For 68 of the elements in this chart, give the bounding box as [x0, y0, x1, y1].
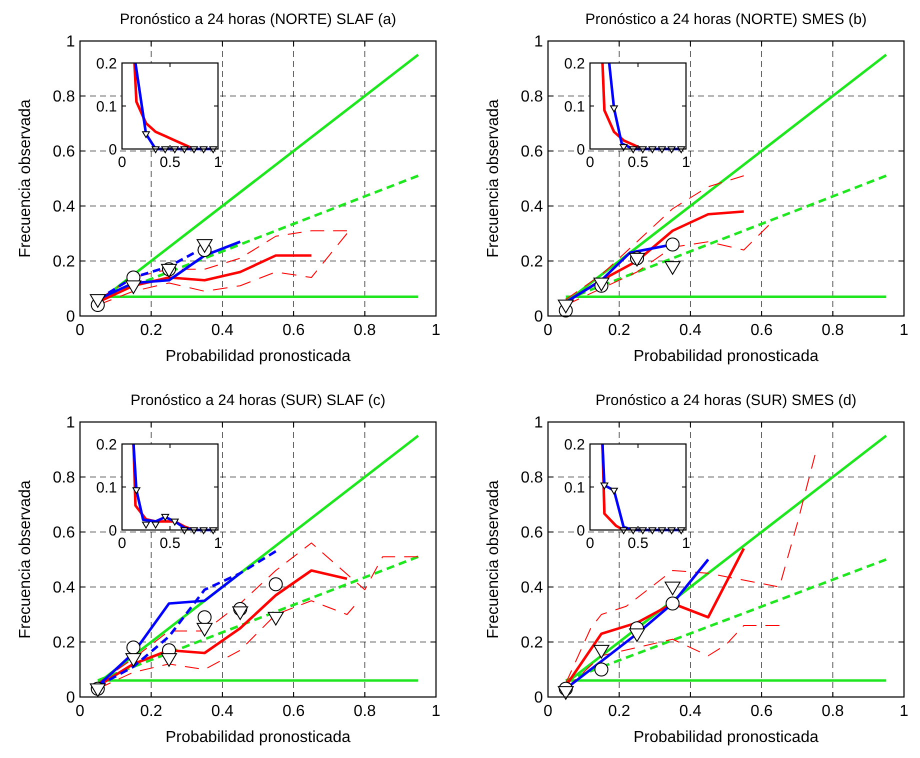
y-tick-label: 0	[534, 690, 544, 707]
y-tick-label: 0.2	[520, 634, 544, 652]
y-tick-label: 0.2	[52, 634, 76, 652]
x-tick-label: 1	[432, 703, 441, 720]
x-tick-label: 1	[900, 703, 909, 720]
y-tick-label: 1	[66, 34, 76, 51]
y-tick-label: 0.2	[564, 436, 585, 454]
x-tick-label: 0.6	[282, 322, 305, 339]
x-tick-label: 0.5	[628, 535, 648, 552]
x-tick-label: 1	[682, 535, 690, 552]
x-tick-label: 0.2	[608, 322, 630, 339]
x-tick-label: 0.6	[750, 703, 773, 720]
x-tick-label: 0.8	[354, 322, 376, 339]
y-tick-label: 0.1	[96, 479, 117, 496]
y-tick-label: 0.2	[96, 55, 117, 72]
x-tick-label: 0.8	[822, 322, 844, 339]
x-tick-label: 1	[900, 322, 909, 339]
y-tick-label: 0.1	[564, 98, 585, 116]
y-tick-label: 0.4	[520, 198, 544, 216]
x-axis-title: Probabilidad pronosticada	[633, 729, 819, 746]
x-tick-label: 0.4	[679, 703, 702, 720]
y-axis-title: Frecuencia observada	[17, 480, 34, 639]
x-tick-label: 1	[214, 154, 222, 171]
y-tick-label: 0.8	[520, 470, 544, 487]
y-tick-label: 0.4	[520, 580, 544, 597]
x-axis-title: Probabilidad pronosticada	[165, 729, 351, 746]
x-tick-label: 0.4	[211, 322, 234, 339]
x-tick-label: 0.2	[140, 322, 162, 339]
x-tick-label: 0.8	[354, 703, 376, 720]
y-tick-label: 0.4	[52, 198, 76, 216]
x-tick-label: 0.6	[750, 322, 773, 339]
x-tick-label: 1	[214, 535, 222, 552]
y-tick-label: 1	[534, 34, 544, 51]
y-tick-label: 0.8	[52, 88, 76, 106]
y-tick-label: 0.1	[96, 98, 117, 116]
x-tick-label: 0.4	[211, 703, 234, 720]
chart-title: Pronóstico a 24 horas (SUR) SLAF (c)	[130, 392, 386, 409]
y-tick-label: 1	[66, 414, 76, 432]
y-tick-label: 0.8	[52, 470, 76, 487]
chart-title: Pronóstico a 24 horas (NORTE) SMES (b)	[585, 11, 867, 28]
y-axis-title: Frecuencia observada	[17, 99, 34, 258]
y-tick-label: 0.2	[564, 55, 585, 72]
x-tick-label: 0.5	[628, 154, 648, 171]
x-tick-label: 0.8	[822, 703, 844, 720]
y-tick-label: 0.2	[52, 254, 76, 271]
y-axis-title: Frecuencia observada	[485, 480, 502, 639]
x-tick-label: 0.4	[679, 322, 702, 339]
x-tick-label: 0.5	[160, 535, 180, 552]
x-tick-label: 0.2	[608, 703, 630, 720]
x-tick-label: 1	[682, 154, 690, 171]
chart-title: Pronóstico a 24 horas (NORTE) SLAF (a)	[120, 11, 396, 28]
y-tick-label: 0	[534, 308, 544, 326]
y-tick-label: 0.8	[520, 88, 544, 106]
y-tick-label: 1	[534, 414, 544, 432]
x-tick-label: 0.5	[160, 154, 180, 171]
x-tick-label: 0.6	[282, 703, 305, 720]
x-tick-label: 1	[432, 322, 441, 339]
y-axis-title: Frecuencia observada	[485, 99, 502, 258]
y-tick-label: 0	[66, 308, 76, 326]
y-tick-label: 0.1	[564, 479, 585, 496]
y-tick-label: 0.2	[96, 436, 117, 454]
x-tick-label: 0.2	[140, 703, 162, 720]
y-tick-label: 0.4	[52, 580, 76, 597]
y-tick-label: 0	[66, 690, 76, 707]
x-axis-title: Probabilidad pronosticada	[633, 348, 819, 365]
x-axis-title: Probabilidad pronosticada	[165, 348, 351, 365]
y-tick-label: 0.2	[520, 254, 544, 271]
chart-title: Pronóstico a 24 horas (SUR) SMES (d)	[596, 392, 856, 409]
